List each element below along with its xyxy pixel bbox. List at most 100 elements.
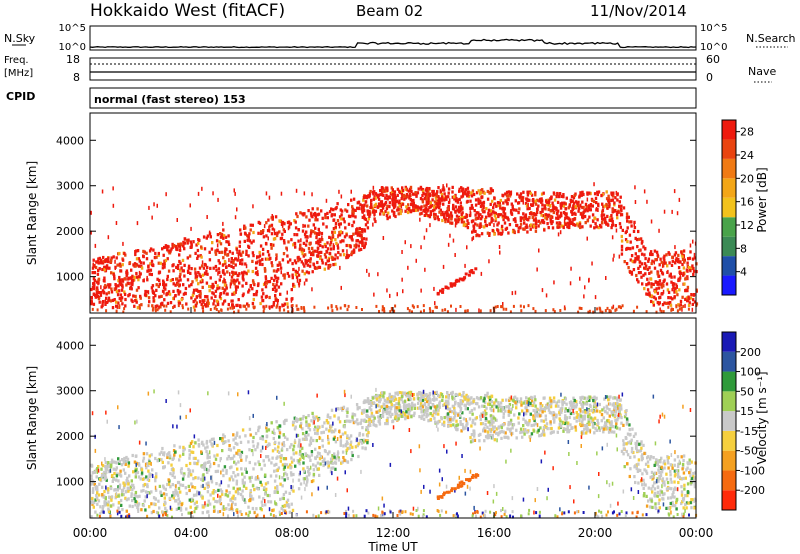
echo-cell bbox=[305, 230, 308, 234]
noise-cell bbox=[511, 291, 514, 296]
echo-cell bbox=[359, 439, 362, 443]
echo-cell bbox=[360, 235, 363, 240]
colorbar-swatch bbox=[722, 217, 736, 237]
echo-cell bbox=[432, 393, 435, 397]
ground-cell bbox=[247, 304, 250, 308]
echo-cell bbox=[190, 499, 193, 503]
ground-cell bbox=[339, 306, 342, 310]
noise-cell bbox=[223, 300, 225, 305]
echo-cell bbox=[572, 401, 576, 405]
ground-cell bbox=[464, 309, 467, 313]
echo-cell bbox=[330, 408, 334, 412]
echo-cell bbox=[422, 191, 425, 195]
echo-cell bbox=[273, 232, 277, 236]
echo-cell bbox=[310, 212, 313, 216]
ground-cell bbox=[394, 304, 397, 308]
echo-cell bbox=[237, 449, 240, 453]
echo-cell bbox=[173, 475, 176, 479]
echo-cell bbox=[621, 228, 624, 232]
echo-cell bbox=[534, 398, 537, 402]
echo-cell bbox=[257, 231, 260, 235]
echo-cell bbox=[334, 428, 337, 432]
echo-cell bbox=[302, 241, 306, 245]
echo-cell bbox=[125, 283, 128, 287]
noise-cell bbox=[634, 185, 636, 190]
echo-cell bbox=[278, 230, 281, 234]
echo-cell bbox=[673, 290, 676, 294]
echo-cell bbox=[294, 220, 297, 224]
echo-cell bbox=[474, 213, 477, 217]
echo-cell bbox=[687, 296, 690, 300]
ground-cell bbox=[181, 304, 184, 308]
echo-cell bbox=[387, 195, 390, 199]
noise-cell bbox=[588, 277, 590, 282]
echo-cell bbox=[616, 198, 619, 202]
echo-cell bbox=[178, 244, 181, 248]
echo-cell bbox=[319, 243, 322, 247]
echo-cell bbox=[199, 280, 202, 284]
echo-cell bbox=[219, 235, 223, 239]
echo-cell bbox=[483, 396, 486, 400]
echo-cell bbox=[647, 259, 650, 263]
echo-cell bbox=[480, 195, 483, 200]
echo-cell bbox=[201, 273, 205, 277]
echo-cell bbox=[100, 475, 103, 480]
echo-cell bbox=[320, 431, 323, 435]
echo-cell bbox=[622, 423, 625, 427]
echo-cell bbox=[206, 470, 209, 474]
echo-cell bbox=[252, 239, 255, 243]
echo-cell bbox=[164, 283, 168, 287]
ground-cell bbox=[300, 306, 303, 309]
echo-cell bbox=[272, 436, 275, 441]
echo-cell bbox=[148, 272, 151, 276]
echo-cell bbox=[292, 489, 295, 493]
echo-cell bbox=[677, 475, 680, 479]
noise-cell bbox=[580, 203, 582, 208]
echo-cell bbox=[299, 417, 302, 421]
echo-cell bbox=[228, 263, 231, 268]
noise-cell bbox=[302, 223, 304, 228]
echo-cell bbox=[297, 444, 300, 448]
echo-cell bbox=[147, 268, 150, 273]
echo-cell bbox=[164, 487, 167, 491]
echo-cell bbox=[493, 232, 496, 236]
echo-cell bbox=[200, 255, 203, 259]
echo-cell bbox=[234, 271, 238, 275]
echo-cell bbox=[626, 219, 629, 223]
noise-cell bbox=[90, 230, 92, 235]
ground-cell bbox=[428, 307, 431, 311]
echo-cell bbox=[94, 295, 97, 299]
echo-cell bbox=[566, 424, 569, 428]
echo-cell bbox=[370, 203, 373, 207]
echo-cell bbox=[265, 221, 268, 225]
ground-cell bbox=[169, 310, 172, 314]
echo-cell bbox=[526, 230, 529, 234]
echo-cell bbox=[420, 187, 423, 191]
echo-cell bbox=[130, 492, 133, 496]
echo-cell bbox=[177, 301, 181, 305]
echo-cell bbox=[160, 450, 163, 454]
noise-cell bbox=[136, 221, 139, 226]
echo-cell bbox=[663, 462, 667, 466]
echo-cell bbox=[222, 228, 225, 232]
echo-cell bbox=[469, 440, 473, 444]
echo-cell bbox=[115, 304, 118, 308]
echo-cell bbox=[326, 211, 329, 215]
echo-cell bbox=[408, 403, 411, 407]
echo-cell bbox=[153, 502, 156, 506]
echo-cell bbox=[645, 494, 648, 498]
echo-cell bbox=[252, 444, 255, 448]
ground-cell bbox=[678, 307, 681, 311]
echo-cell bbox=[134, 469, 137, 473]
echo-cell bbox=[673, 295, 676, 299]
echo-cell bbox=[588, 204, 591, 208]
echo-cell bbox=[676, 293, 679, 297]
echo-cell bbox=[231, 501, 234, 505]
noise-cell bbox=[338, 224, 341, 229]
freq-strip: Freq. [MHz] 18 8 60 0 Nave bbox=[4, 53, 776, 84]
noise-cell bbox=[615, 190, 618, 195]
echo-cell bbox=[542, 191, 545, 195]
echo-cell bbox=[93, 285, 96, 289]
echo-cell bbox=[483, 404, 486, 408]
power-scatter-cells bbox=[90, 182, 699, 314]
